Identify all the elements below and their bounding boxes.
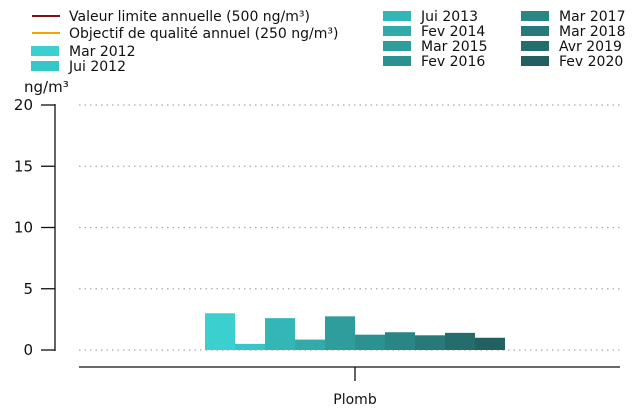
bars [205,313,505,350]
legend-swatch [521,11,549,21]
legend-label: Valeur limite annuelle (500 ng/m³) [69,9,310,25]
legend: Valeur limite annuelle (500 ng/m³)Object… [31,9,626,75]
legend-swatch [383,26,411,36]
bar [475,337,505,350]
bar [235,343,265,350]
x-ticks: Plomb [333,367,377,408]
legend-label: Avr 2019 [559,39,622,55]
y-tick-label: 5 [23,280,33,298]
bar [295,339,325,350]
y-axis-title: ng/m³ [24,78,69,96]
y-tick-label: 20 [14,96,33,114]
legend-swatch [383,56,411,66]
legend-label: Mar 2018 [559,24,626,40]
legend-swatch [521,26,549,36]
bar [385,332,415,350]
legend-swatch [31,46,59,56]
y-tick-label: 15 [14,157,33,175]
axes: ng/m³ [24,78,620,368]
legend-label: Fev 2016 [421,54,485,70]
bar [355,334,385,350]
legend-label: Objectif de qualité annuel (250 ng/m³) [69,26,338,42]
x-tick-label: Plomb [333,392,377,408]
bar [415,335,445,350]
y-tick-label: 0 [23,341,33,359]
legend-label: Fev 2014 [421,24,485,40]
legend-swatch [521,56,549,66]
legend-label: Mar 2015 [421,39,488,55]
legend-swatch [383,11,411,21]
bar [445,332,475,350]
bar [265,318,295,350]
legend-label: Jui 2013 [420,9,478,25]
legend-label: Fev 2020 [559,54,623,70]
legend-label: Mar 2017 [559,9,626,25]
legend-swatch [521,41,549,51]
bar [205,313,235,350]
legend-label: Mar 2012 [69,44,136,60]
y-tick-label: 10 [14,219,33,237]
legend-swatch [383,41,411,51]
grid [79,104,620,351]
legend-swatch [31,61,59,71]
y-ticks: 0 5 10 15 20 [14,96,55,359]
bar [325,316,355,350]
legend-label: Jui 2012 [68,59,126,75]
